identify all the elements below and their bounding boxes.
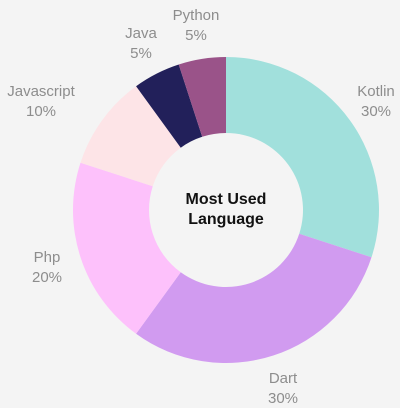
chart-slices — [72, 57, 379, 363]
label-kotlin-name: Kotlin — [357, 83, 395, 100]
label-python-name: Python — [173, 7, 220, 24]
label-dart-name: Dart — [269, 370, 298, 387]
label-php-value: 20% — [32, 269, 62, 286]
label-java-name: Java — [125, 25, 157, 42]
label-java-value: 5% — [130, 45, 152, 62]
slice-kotlin — [226, 57, 379, 258]
slice-java — [136, 64, 203, 148]
slice-dart — [136, 233, 372, 363]
label-php-name: Php — [34, 249, 61, 266]
slice-javascript — [80, 86, 181, 187]
chart-center-title: Most Used Language — [186, 191, 267, 228]
label-python-value: 5% — [185, 27, 207, 44]
chart-labels: Kotlin 30% Dart 30% Php 20% Javascript 10% Java 5… — [7, 7, 395, 407]
slice-php — [72, 162, 181, 334]
slice-python — [178, 57, 226, 137]
label-kotlin-value: 30% — [361, 103, 391, 120]
chart-title-line-2: Language — [188, 211, 264, 228]
label-javascript-value: 10% — [26, 103, 56, 120]
label-javascript-name: Javascript — [7, 83, 75, 100]
chart-title-line-1: Most Used — [186, 191, 267, 208]
label-dart-value: 30% — [268, 390, 298, 407]
